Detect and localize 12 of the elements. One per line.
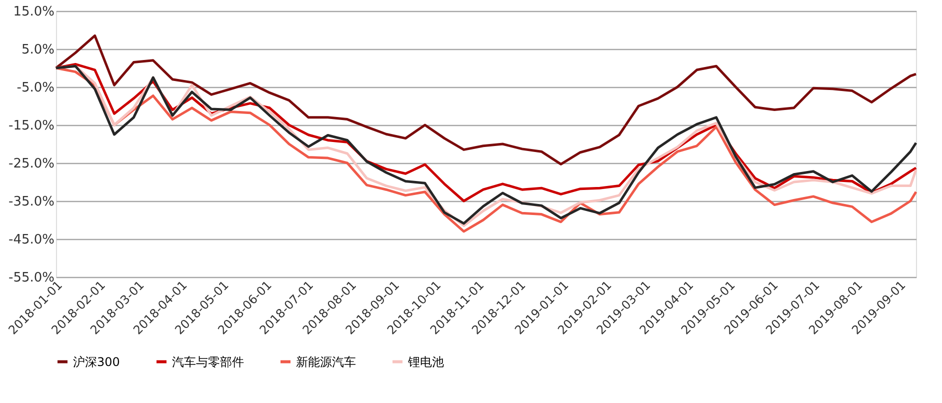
y-tick-label: -45.0% — [8, 232, 54, 248]
legend-label: 沪深300 — [73, 354, 120, 369]
line-series — [54, 34, 918, 166]
y-tick-label: -15.0% — [8, 118, 54, 134]
y-tick-label: -35.0% — [8, 194, 54, 210]
legend-label: 新能源汽车 — [296, 354, 356, 369]
y-tick-label: 5.0% — [21, 42, 54, 58]
y-tick-label: -5.0% — [16, 80, 54, 96]
y-tick-label: 15.0% — [13, 4, 54, 20]
y-tick-label: -25.0% — [8, 156, 54, 172]
legend-label: 锂电池 — [407, 354, 444, 369]
legend-label: 汽车与零部件 — [172, 354, 244, 369]
